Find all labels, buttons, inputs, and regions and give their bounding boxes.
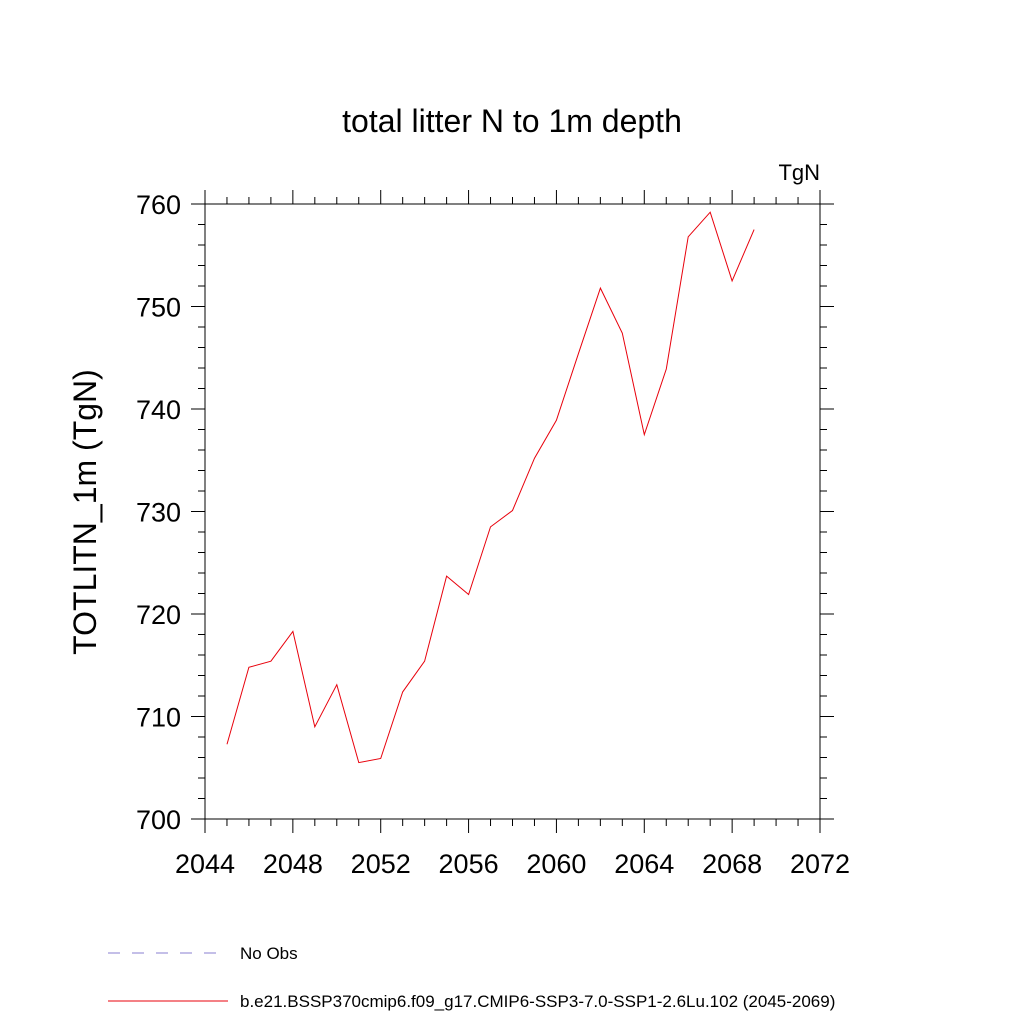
- x-tick-label: 2060: [526, 849, 586, 879]
- y-tick-label: 700: [136, 805, 181, 835]
- plot-frame: [204, 203, 821, 820]
- x-tick-label: 2064: [614, 849, 674, 879]
- legend-label-series: b.e21.BSSP370cmip6.f09_g17.CMIP6-SSP3-7.…: [240, 992, 835, 1011]
- x-tick-label: 2052: [351, 849, 411, 879]
- y-tick-label: 730: [136, 498, 181, 528]
- series-lines: [226, 211, 755, 764]
- x-tick-label: 2044: [175, 849, 235, 879]
- legend: No Obs b.e21.BSSP370cmip6.f09_g17.CMIP6-…: [108, 944, 835, 1011]
- y-tick-label: 740: [136, 395, 181, 425]
- axis-ticks: [191, 190, 834, 833]
- chart-title: total litter N to 1m depth: [342, 103, 682, 139]
- series-line-0: [226, 211, 755, 764]
- y-tick-label: 720: [136, 600, 181, 630]
- y-tick-label: 710: [136, 703, 181, 733]
- axis-tick-labels: 2044 2048 2052 2056 2060 2064 2068 2072 700 710 72…: [136, 190, 850, 879]
- y-tick-label: 750: [136, 293, 181, 323]
- x-tick-label: 2072: [790, 849, 850, 879]
- x-tick-label: 2056: [439, 849, 499, 879]
- y-tick-label: 760: [136, 190, 181, 220]
- x-tick-label: 2068: [702, 849, 762, 879]
- units-label: TgN: [778, 160, 820, 185]
- x-tick-label: 2048: [263, 849, 323, 879]
- y-axis-label: TOTLITN_1m (TgN): [67, 369, 103, 655]
- legend-label-no-obs: No Obs: [240, 944, 298, 963]
